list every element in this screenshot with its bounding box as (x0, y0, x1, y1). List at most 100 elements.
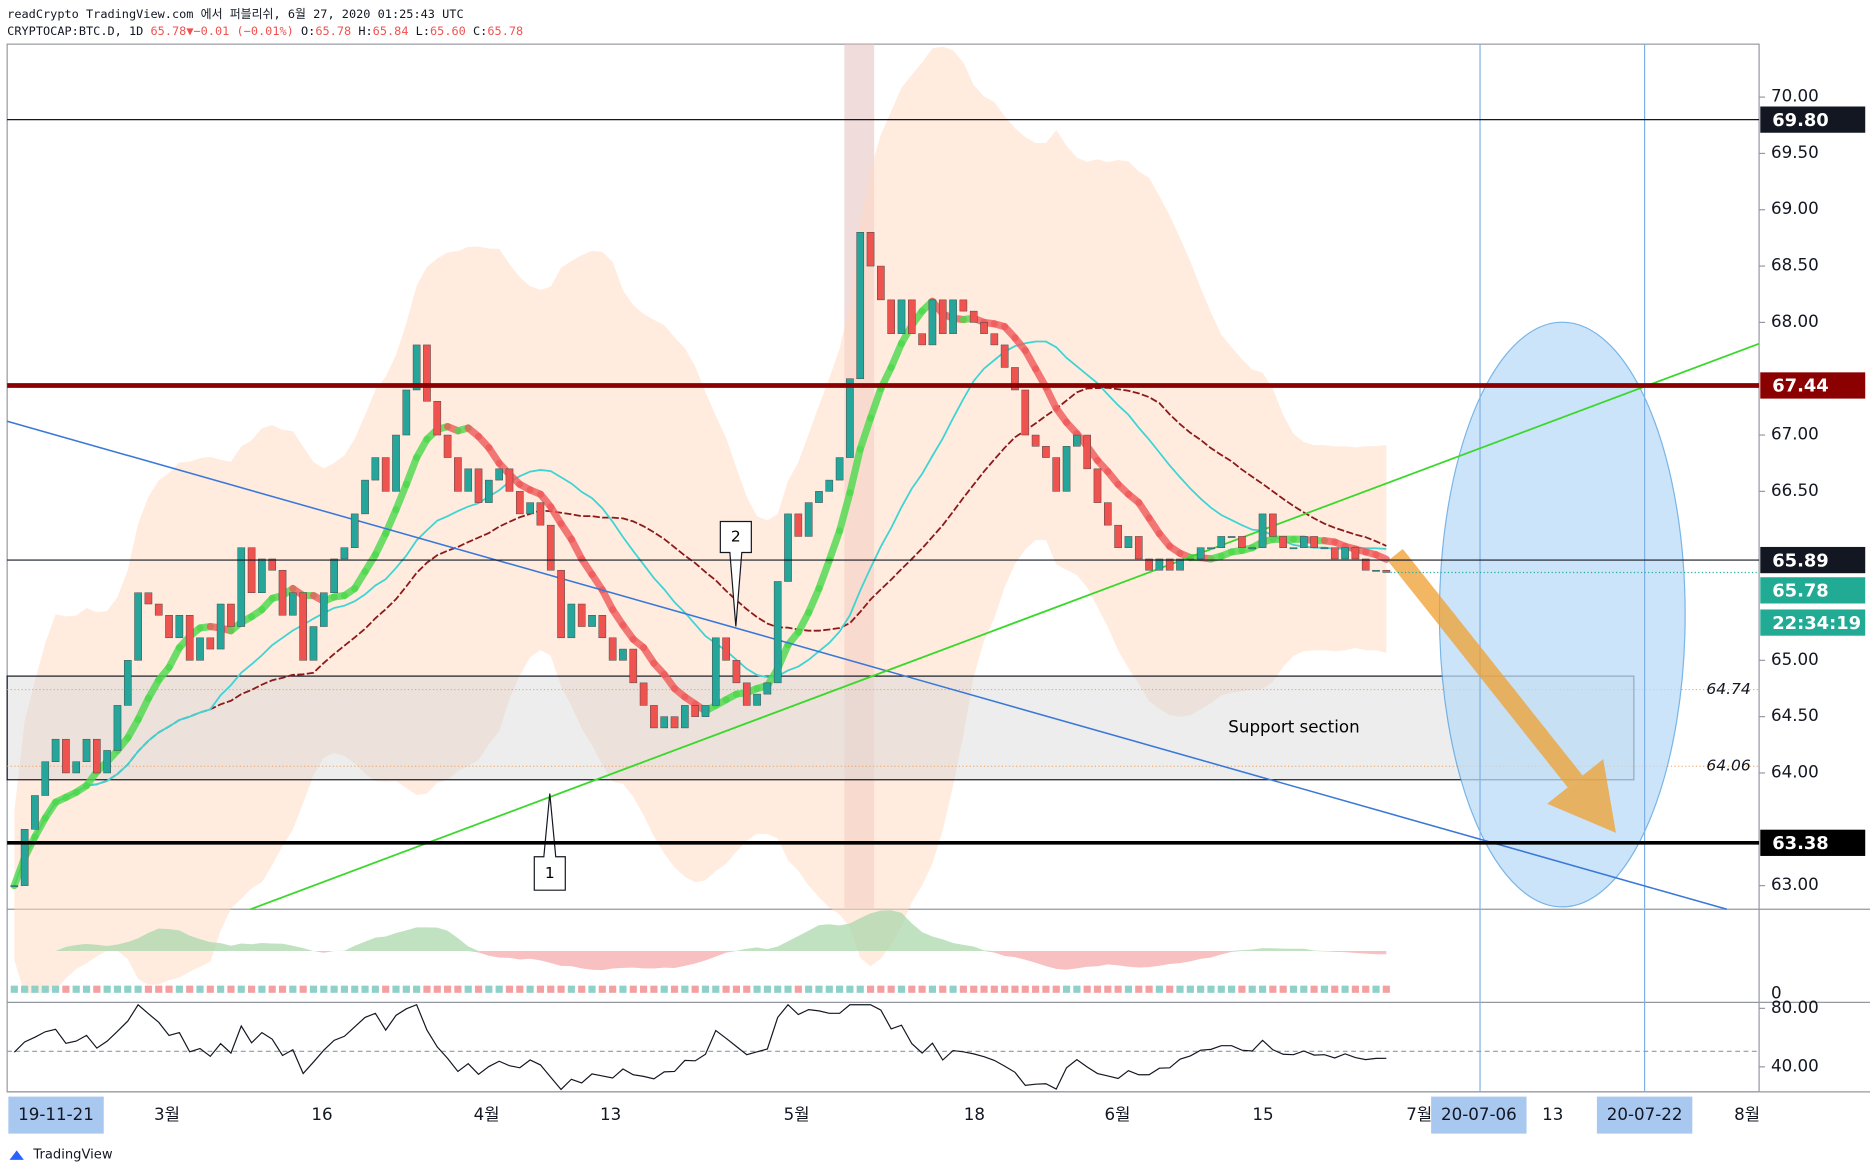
pane-bar (1062, 985, 1071, 993)
time-label: 15 (1252, 1104, 1273, 1124)
pane-bar (897, 985, 906, 993)
candle (1155, 558, 1164, 571)
pane-bar (908, 985, 916, 993)
candle (454, 457, 462, 492)
candle (608, 637, 617, 661)
candle (1134, 536, 1143, 560)
fast-average (1042, 383, 1060, 412)
price-tick-label: 65.00 (1771, 649, 1819, 669)
candle (1207, 547, 1215, 550)
pane-bar (227, 985, 235, 993)
pane-bar (1104, 985, 1112, 993)
candle (319, 592, 328, 627)
candle (887, 299, 895, 334)
candle (619, 648, 627, 661)
pane-bar (609, 985, 617, 993)
pane-bar (103, 985, 111, 993)
pane-bar (877, 985, 885, 993)
candle (732, 660, 741, 684)
symbol-line: CRYPTOCAP:BTC.D, 1D 65.78▼−0.01 (−0.01%)… (7, 24, 523, 38)
target-ellipse (1438, 321, 1686, 908)
candle (1382, 569, 1391, 573)
candle (1372, 569, 1380, 572)
price-tick-label: 63.00 (1771, 874, 1819, 894)
candle (1310, 536, 1318, 548)
candle (753, 693, 761, 706)
pane-bar (165, 985, 173, 993)
candle (1083, 434, 1091, 470)
pane-bar (825, 985, 833, 993)
callout: 2 (719, 520, 752, 627)
pane-bar (1258, 985, 1267, 993)
candle (51, 738, 60, 762)
pane-bar (815, 985, 823, 993)
pane-bar (1114, 985, 1122, 993)
pane-bar (1166, 985, 1174, 993)
price-tick-label: 70.00 (1771, 86, 1819, 106)
candle (93, 738, 101, 774)
countdown-tag-bg (1760, 609, 1866, 636)
pane-bar (670, 985, 679, 993)
pane-bar (980, 985, 988, 993)
candle (103, 750, 111, 774)
pane-bar (175, 985, 183, 993)
candle (1341, 547, 1349, 560)
time-label: 16 (311, 1104, 332, 1124)
candle (443, 434, 452, 458)
candle (949, 299, 957, 334)
pane-bar (1320, 985, 1329, 993)
candle (1217, 536, 1226, 548)
arrow-head (1547, 759, 1616, 833)
candle (289, 592, 297, 616)
time-highlight (1596, 1096, 1693, 1134)
pane-bar (949, 985, 957, 993)
candle (1289, 547, 1298, 550)
candle (1238, 536, 1246, 548)
fast-average (836, 489, 854, 535)
candle (969, 310, 978, 323)
fast-average (402, 453, 421, 488)
fast-average (134, 694, 152, 724)
candle (1021, 389, 1030, 436)
callout-label: 2 (731, 527, 741, 545)
pane-bar (485, 985, 493, 993)
pane-bar (1124, 985, 1133, 993)
candle (268, 558, 277, 571)
candle (423, 344, 431, 402)
pane-bar (990, 985, 998, 993)
fast-average (856, 414, 875, 453)
pane-bar (959, 985, 967, 993)
pane-bar (134, 985, 142, 993)
candle (1000, 344, 1009, 368)
candle (742, 682, 751, 706)
pane-bar (970, 985, 978, 993)
price-tick-label: 67.00 (1771, 424, 1819, 444)
fast-average (1372, 551, 1390, 563)
pane-bar (155, 985, 163, 993)
candle (82, 738, 91, 762)
candle (464, 468, 473, 492)
candle (536, 502, 545, 526)
pane-bar (691, 985, 699, 993)
candle (113, 705, 122, 751)
level-tag: 65.89 (1772, 550, 1829, 571)
candle (577, 603, 586, 627)
candle (237, 547, 246, 627)
last: 65.78 (150, 24, 186, 38)
pane-bar (578, 985, 586, 993)
pane-bar (1279, 985, 1287, 993)
price-tick-label: 64.00 (1771, 761, 1819, 781)
pane-bar (640, 985, 648, 993)
candle (361, 479, 369, 515)
pane-bar (340, 985, 349, 993)
candle (165, 615, 173, 639)
fast-average (794, 608, 813, 636)
candle (1299, 536, 1308, 548)
fast-average (846, 445, 864, 497)
band (14, 46, 1387, 994)
pane-bar (887, 985, 895, 993)
time-label: 8월 (1734, 1104, 1760, 1124)
price-tick-label: 68.00 (1771, 311, 1819, 331)
time-label: 13 (600, 1104, 621, 1124)
